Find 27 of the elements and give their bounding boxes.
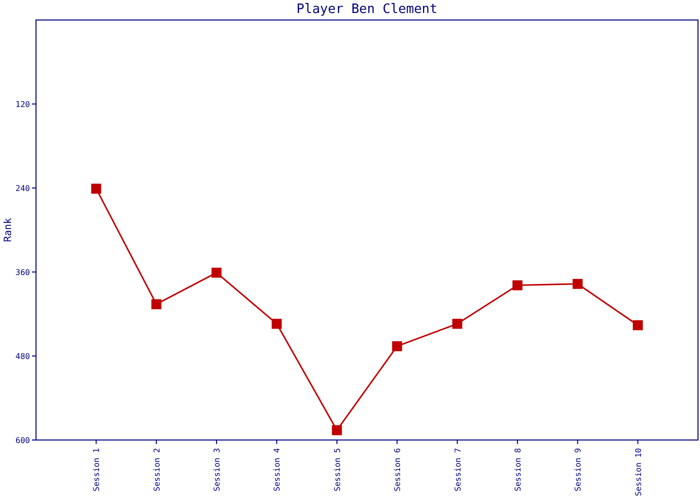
x-tick-label: Session 4 [272, 448, 282, 492]
point [332, 425, 342, 436]
point [632, 320, 643, 330]
point [91, 184, 102, 194]
point [512, 280, 522, 290]
y-axis-title: Rank [3, 218, 14, 242]
point [392, 341, 402, 352]
point [572, 278, 583, 289]
x-tick-label: Session 3 [212, 448, 222, 492]
x-tick-label: Session 5 [332, 448, 342, 492]
y-tick-label: 360 [16, 268, 30, 277]
chart-title: Player Ben Clement [296, 2, 438, 17]
y-tick-label: 240 [16, 184, 30, 193]
point [452, 318, 462, 329]
point [212, 268, 222, 278]
y-tick-label: 480 [16, 352, 30, 361]
point [151, 299, 162, 310]
x-tick-label: Session 2 [152, 448, 162, 492]
x-tick-label: Session 10 [634, 448, 643, 496]
y-tick-label: 120 [16, 100, 30, 109]
x-tick-label: Session 7 [453, 448, 462, 492]
x-tick-label: Session 1 [92, 448, 102, 492]
x-tick-label: Session 9 [574, 448, 583, 492]
x-tick-label: Session 8 [513, 448, 522, 492]
point [272, 318, 282, 329]
y-tick-label: 600 [16, 436, 30, 445]
x-tick-label: Session 6 [393, 448, 402, 492]
